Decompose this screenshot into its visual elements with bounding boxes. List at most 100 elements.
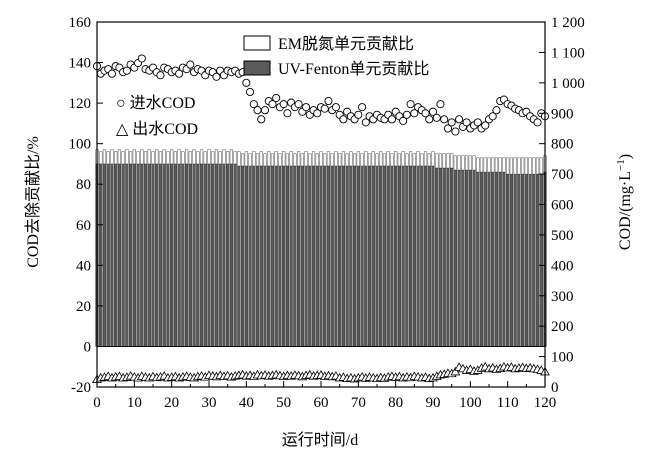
bar-em — [263, 153, 267, 167]
bar-em — [435, 153, 439, 169]
bar-em — [420, 153, 424, 167]
bar-em — [517, 157, 521, 175]
point-inflow-cod — [246, 87, 255, 97]
y-left-tick-label: 120 — [69, 96, 92, 112]
bar-uv-fenton — [136, 163, 140, 347]
bar-em — [218, 151, 222, 165]
bar-uv-fenton — [177, 163, 181, 347]
bar-em — [289, 151, 293, 167]
bar-em — [371, 151, 375, 167]
bar-uv-fenton — [487, 171, 491, 347]
point-inflow-cod — [492, 106, 501, 115]
bar-uv-fenton — [334, 165, 338, 347]
bar-uv-fenton — [293, 165, 297, 347]
x-tick-label: 100 — [459, 395, 482, 411]
bar-em — [188, 151, 192, 165]
bar-uv-fenton — [367, 165, 372, 347]
y-right-tick-label: 500 — [551, 228, 574, 244]
bar-uv-fenton — [203, 163, 207, 347]
point-outflow-cod — [450, 366, 461, 376]
bar-uv-fenton — [140, 163, 144, 347]
bar-uv-fenton — [438, 167, 443, 347]
bar-uv-fenton — [218, 163, 222, 347]
bar-uv-fenton — [379, 165, 383, 347]
bar-uv-fenton — [502, 171, 506, 347]
bar-uv-fenton — [311, 165, 316, 347]
bar-uv-fenton — [102, 163, 107, 347]
bar-em — [259, 151, 263, 167]
bar-em — [304, 151, 308, 167]
bar-uv-fenton — [241, 165, 245, 347]
bars-layer — [95, 149, 547, 347]
bar-uv-fenton — [457, 169, 461, 347]
bar-em — [117, 149, 121, 165]
bar-uv-fenton — [420, 165, 424, 347]
bar-uv-fenton — [491, 171, 495, 347]
bar-em — [468, 155, 472, 171]
bar-uv-fenton — [244, 165, 248, 347]
bar-em — [106, 151, 110, 165]
bar-uv-fenton — [162, 163, 166, 347]
bar-uv-fenton — [143, 163, 148, 347]
point-inflow-cod — [462, 118, 471, 127]
bar-uv-fenton — [338, 165, 342, 347]
x-tick-label: 110 — [497, 395, 519, 411]
y-right-tick-label: 0 — [551, 380, 559, 396]
bar-uv-fenton — [114, 163, 118, 347]
point-inflow-cod — [320, 104, 329, 113]
bar-em — [375, 153, 379, 167]
bar-em — [181, 151, 185, 165]
x-tick-label: 20 — [164, 395, 179, 411]
bar-uv-fenton — [349, 165, 353, 347]
bar-uv-fenton — [465, 169, 469, 347]
point-inflow-cod — [473, 118, 482, 127]
bar-em — [491, 157, 495, 173]
bar-uv-fenton — [509, 173, 513, 347]
bar-em — [502, 157, 506, 173]
bar-uv-fenton — [513, 173, 517, 347]
bar-em — [498, 157, 502, 173]
y-left-tick-label: 40 — [76, 258, 91, 274]
bar-uv-fenton — [539, 173, 543, 347]
y-left-tick-label: 20 — [76, 299, 91, 315]
bar-uv-fenton — [356, 165, 360, 347]
point-inflow-cod — [436, 100, 445, 109]
bar-em — [535, 157, 540, 175]
bar-em — [476, 157, 480, 173]
bar-em — [487, 157, 491, 173]
bar-em — [315, 153, 319, 167]
bar-em — [416, 151, 420, 167]
bar-em — [170, 149, 174, 165]
bar-em — [539, 157, 543, 175]
bar-em — [196, 151, 200, 165]
bar-em — [267, 151, 271, 167]
legend-label-outflow: △ 出水COD — [116, 120, 198, 138]
x-tick-label: 90 — [426, 395, 441, 411]
bar-uv-fenton — [323, 165, 327, 347]
bar-em — [241, 153, 245, 167]
bar-em — [136, 151, 140, 165]
bar-uv-fenton — [423, 165, 428, 347]
bar-em — [319, 151, 323, 167]
point-inflow-cod — [107, 69, 116, 78]
bar-em — [465, 155, 469, 171]
bar-em — [356, 151, 360, 167]
bar-uv-fenton — [237, 165, 241, 347]
point-inflow-cod — [488, 112, 497, 121]
bar-em — [278, 153, 282, 167]
bar-em — [450, 153, 454, 169]
bar-em — [446, 153, 450, 169]
y-right-tick-label: 600 — [551, 198, 574, 214]
y-left-axis-title: COD去除贡献比/% — [24, 136, 42, 268]
bar-uv-fenton — [521, 173, 525, 347]
bar-uv-fenton — [158, 163, 163, 347]
bar-em — [199, 149, 204, 165]
y-left-tick-label: 140 — [69, 56, 92, 72]
bar-em — [423, 151, 428, 167]
bar-em — [386, 151, 390, 167]
bar-uv-fenton — [170, 163, 174, 347]
bar-em — [282, 151, 286, 167]
bar-em — [121, 151, 125, 165]
bar-uv-fenton — [390, 165, 394, 347]
y-left-tick-label: 0 — [84, 339, 92, 355]
